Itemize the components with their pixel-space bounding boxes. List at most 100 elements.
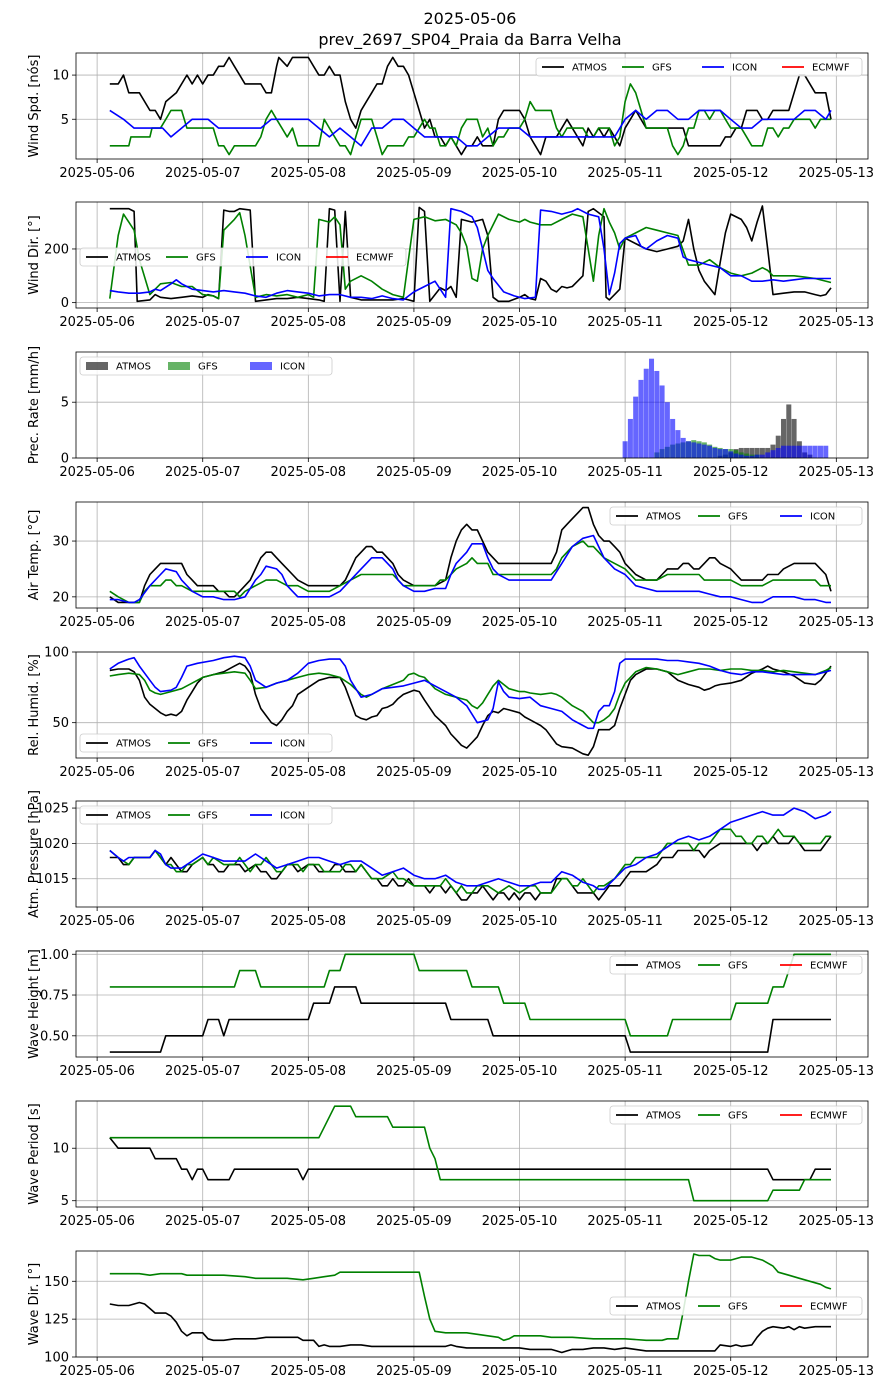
legend-label-gfs: GFS [198, 362, 218, 373]
series-group [109, 807, 832, 901]
x-tick-label: 2025-05-06 [59, 1064, 135, 1079]
x-tick-label: 2025-05-11 [587, 315, 663, 330]
series-group [109, 1253, 832, 1354]
x-tick-label: 2025-05-11 [587, 166, 663, 181]
bar-icon [643, 368, 649, 458]
bar-icon [717, 449, 723, 458]
x-tick-label: 2025-05-08 [271, 315, 347, 330]
x-tick-label: 2025-05-10 [482, 1064, 558, 1079]
x-tick-label: 2025-05-09 [376, 166, 452, 181]
x-tick-label: 2025-05-07 [165, 1214, 241, 1229]
legend-box [79, 247, 407, 267]
x-tick-label: 2025-05-13 [799, 1064, 875, 1079]
x-tick-label: 2025-05-06 [59, 615, 135, 630]
legend-label-gfs: GFS [728, 1111, 748, 1122]
x-tick-label: 2025-05-11 [587, 465, 663, 480]
y-tick-label: 100 [44, 646, 69, 661]
legend-label-atmos: ATMOS [116, 739, 151, 750]
series-group [109, 56, 832, 156]
legend-swatch-icon [250, 362, 272, 370]
legend-label-ecmwf: ECMWF [812, 63, 850, 74]
x-tick-label: 2025-05-10 [482, 465, 558, 480]
bar-icon [728, 451, 734, 458]
bar-icon [791, 445, 797, 458]
x-tick-label: 2025-05-12 [693, 615, 769, 630]
bar-icon [802, 445, 808, 458]
bar-icon [775, 447, 781, 458]
legend: ATMOS GFS ICON ECMWF [79, 247, 407, 267]
x-tick-label: 2025-05-13 [799, 465, 875, 480]
y-tick-label: 0 [61, 452, 69, 467]
axes-frame [75, 950, 869, 1058]
x-tick-label: 2025-05-13 [799, 1214, 875, 1229]
x-tick-label: 2025-05-09 [376, 1064, 452, 1079]
bar-atmos [775, 435, 781, 458]
x-tick-label: 2025-05-11 [587, 615, 663, 630]
legend-label-icon: ICON [280, 362, 305, 373]
line-gfs [109, 540, 831, 604]
line-atmos [109, 1301, 831, 1354]
series-group [109, 205, 832, 303]
legend-label-gfs: GFS [198, 739, 218, 750]
line-gfs [109, 828, 831, 894]
legend-label-atmos: ATMOS [572, 63, 607, 74]
line-icon [109, 534, 831, 604]
x-tick-label: 2025-05-12 [693, 465, 769, 480]
legend-label-atmos: ATMOS [646, 1302, 681, 1313]
legend-box [609, 1296, 863, 1316]
panel-rel_humid: 2025-05-06 2025-05-07 2025-05-08 2025-05-09… [27, 646, 874, 781]
legend: ATMOS GFS ICON [79, 356, 333, 376]
x-tick-label: 2025-05-13 [799, 765, 875, 780]
x-tick-label: 2025-05-09 [376, 914, 452, 929]
legend-box [79, 356, 333, 376]
x-tick-label: 2025-05-08 [271, 166, 347, 181]
x-tick-label: 2025-05-08 [271, 914, 347, 929]
y-tick-label: 1020 [36, 837, 69, 852]
y-tick-label: 1025 [36, 802, 69, 817]
legend-label-ecmwf: ECMWF [810, 1302, 848, 1313]
x-tick-label: 2025-05-11 [587, 1214, 663, 1229]
line-gfs [109, 1105, 831, 1202]
legend: ATMOS GFS ICON [79, 733, 333, 753]
bar-atmos [749, 447, 755, 458]
panel-wind_dir: 2025-05-06 2025-05-07 2025-05-08 2025-05-09… [27, 201, 875, 330]
x-tick-label: 2025-05-13 [799, 1364, 875, 1379]
legend-label-atmos: ATMOS [116, 811, 151, 822]
y-axis-label: Wave Height [m] [27, 949, 42, 1059]
bar-icon [770, 450, 776, 458]
panel-wave_height: 2025-05-06 2025-05-07 2025-05-08 2025-05-09… [27, 948, 874, 1079]
axes-frame [75, 501, 869, 609]
y-axis-label: Wave Dir. [°] [27, 1263, 42, 1346]
bar-icon [649, 358, 655, 458]
x-tick-label: 2025-05-10 [482, 914, 558, 929]
x-tick-label: 2025-05-07 [165, 315, 241, 330]
y-tick-label: 5 [61, 113, 69, 128]
legend: ATMOS GFS ECMWF [609, 1105, 863, 1125]
legend-label-atmos: ATMOS [116, 362, 151, 373]
x-tick-label: 2025-05-06 [59, 166, 135, 181]
y-tick-label: 125 [44, 1313, 69, 1328]
line-gfs [109, 953, 831, 1037]
x-tick-label: 2025-05-07 [165, 465, 241, 480]
x-tick-label: 2025-05-12 [693, 914, 769, 929]
axes-frame [75, 800, 869, 908]
series-group [109, 655, 832, 756]
x-tick-label: 2025-05-06 [59, 914, 135, 929]
bar-icon [812, 445, 818, 458]
legend-label-gfs: GFS [196, 253, 216, 264]
x-tick-label: 2025-05-12 [693, 1214, 769, 1229]
bar-icon [627, 418, 633, 458]
axes-frame [75, 651, 869, 759]
line-atmos [109, 835, 832, 901]
y-axis-label: Rel. Humid. [%] [27, 654, 42, 756]
y-tick-label: 5 [61, 1194, 69, 1209]
bar-icon [759, 454, 765, 458]
x-tick-label: 2025-05-13 [799, 315, 875, 330]
x-tick-label: 2025-05-06 [59, 1214, 135, 1229]
x-tick-label: 2025-05-07 [165, 166, 241, 181]
legend-label-atmos: ATMOS [646, 961, 681, 972]
bar-icon [670, 418, 676, 458]
series-group [109, 506, 832, 604]
x-tick-label: 2025-05-11 [587, 1364, 663, 1379]
line-icon [109, 807, 832, 891]
